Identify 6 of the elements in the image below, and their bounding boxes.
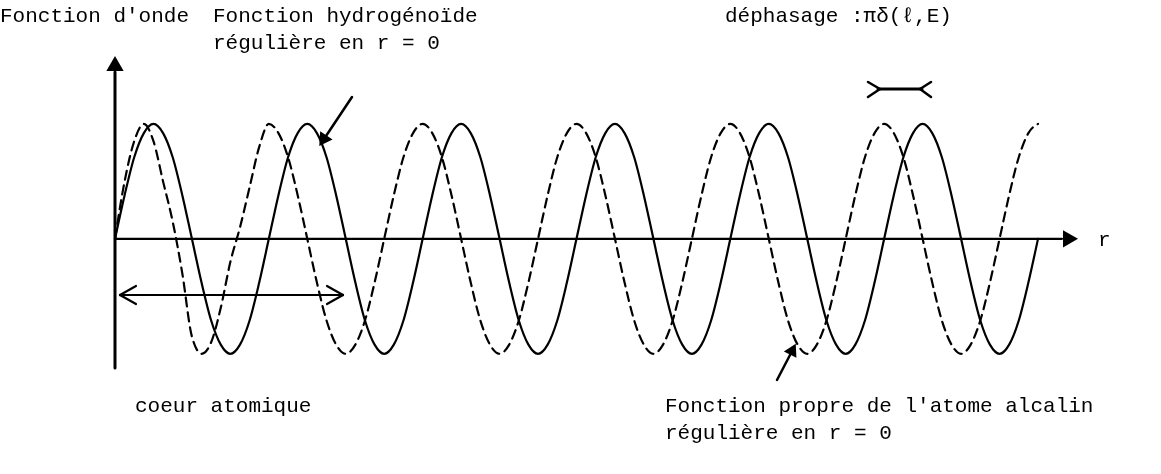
text: Fonction propre de l'atome alcalin régulière en r = 0 bbox=[665, 395, 1094, 445]
text: coeur atomique bbox=[135, 395, 312, 418]
text: déphasage :πδ(ℓ,E) bbox=[725, 5, 952, 28]
y-axis-title: Fonction d'onde bbox=[0, 5, 190, 28]
text: Fonction hydrogénoïde régulière en r = 0 bbox=[213, 5, 478, 55]
x-axis-title: r bbox=[1098, 228, 1111, 252]
